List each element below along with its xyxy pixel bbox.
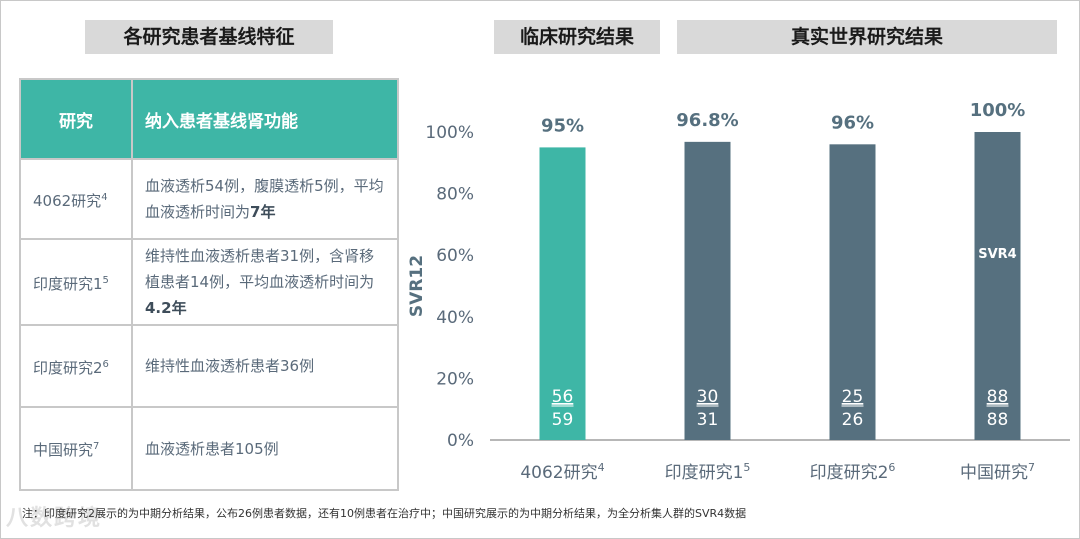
table-row: 4062研究4 血液透析54例，腹膜透析5例，平均血液透析时间为7年 <box>19 158 399 240</box>
bar-denominator-label: 31 <box>697 410 719 430</box>
baseline-table: 研究 纳入患者基线肾功能 4062研究4 血液透析54例，腹膜透析5例，平均血液… <box>19 78 399 491</box>
study-name: 印度研究26 <box>19 324 133 408</box>
y-tick-label: 0% <box>447 431 474 451</box>
baseline-header: 各研究患者基线特征 <box>85 20 333 54</box>
y-tick-label: 80% <box>436 185 474 205</box>
bar-value-label: 96.8% <box>676 110 738 131</box>
x-category-label: 中国研究7 <box>960 461 1035 483</box>
bar <box>539 147 586 440</box>
bar-denominator-label: 88 <box>987 410 1009 430</box>
bar-numerator-label: 30 <box>697 387 719 407</box>
x-category-sup: 7 <box>1028 461 1035 474</box>
x-category-text: 4062研究 <box>520 463 597 483</box>
bar-inner-label: SVR4 <box>978 247 1016 262</box>
table-header-row: 研究 纳入患者基线肾功能 <box>19 78 399 160</box>
bar-value-label: 100% <box>970 100 1026 121</box>
study-baseline: 维持性血液透析患者36例 <box>131 324 399 408</box>
bar-denominator-label: 59 <box>552 410 574 430</box>
study-name: 中国研究7 <box>19 406 133 491</box>
bar-denominator-label: 26 <box>842 410 864 430</box>
study-name: 印度研究15 <box>19 238 133 326</box>
bar-numerator-label: 56 <box>552 387 574 407</box>
y-axis-label: SVR12 <box>407 255 427 317</box>
col-renal-header: 纳入患者基线肾功能 <box>131 78 399 160</box>
x-category-label: 4062研究4 <box>520 461 604 483</box>
bar-numerator-label: 25 <box>842 387 864 407</box>
study-baseline: 血液透析54例，腹膜透析5例，平均血液透析时间为7年 <box>131 158 399 240</box>
bar <box>684 141 731 440</box>
y-tick-label: 100% <box>425 123 474 143</box>
clinical-results-header: 临床研究结果 <box>494 20 660 54</box>
bar-value-label: 95% <box>541 115 584 136</box>
bar-value-label: 96% <box>831 112 874 133</box>
table-row: 中国研究7 血液透析患者105例 <box>19 406 399 491</box>
table-row: 印度研究26 维持性血液透析患者36例 <box>19 324 399 408</box>
x-category-text: 中国研究 <box>960 463 1028 483</box>
x-category-label: 印度研究15 <box>665 461 751 483</box>
x-category-text: 印度研究1 <box>665 463 744 483</box>
y-tick-label: 60% <box>436 246 474 266</box>
y-tick-label: 20% <box>436 369 474 389</box>
bar-numerator-label: 88 <box>987 387 1009 407</box>
y-tick-label: 40% <box>436 308 474 328</box>
x-category-sup: 6 <box>888 461 895 474</box>
bar <box>974 132 1021 440</box>
footnote: 注：印度研究2展示的为中期分析结果，公布26例患者数据，还有10例患者在治疗中；… <box>22 507 747 520</box>
x-category-text: 印度研究2 <box>810 463 889 483</box>
x-category-sup: 4 <box>598 461 605 474</box>
col-study-header: 研究 <box>19 78 133 160</box>
watermark: 八数跨境 <box>6 506 103 531</box>
study-baseline: 血液透析患者105例 <box>131 406 399 491</box>
x-category-label: 印度研究26 <box>810 461 896 483</box>
real-world-results-header: 真实世界研究结果 <box>677 20 1057 54</box>
x-category-sup: 5 <box>743 461 750 474</box>
bar <box>829 144 876 440</box>
table-row: 印度研究15 维持性血液透析患者31例，含肾移植患者14例，平均血液透析时间为4… <box>19 238 399 326</box>
study-name: 4062研究4 <box>19 158 133 240</box>
study-baseline: 维持性血液透析患者31例，含肾移植患者14例，平均血液透析时间为4.2年 <box>131 238 399 326</box>
